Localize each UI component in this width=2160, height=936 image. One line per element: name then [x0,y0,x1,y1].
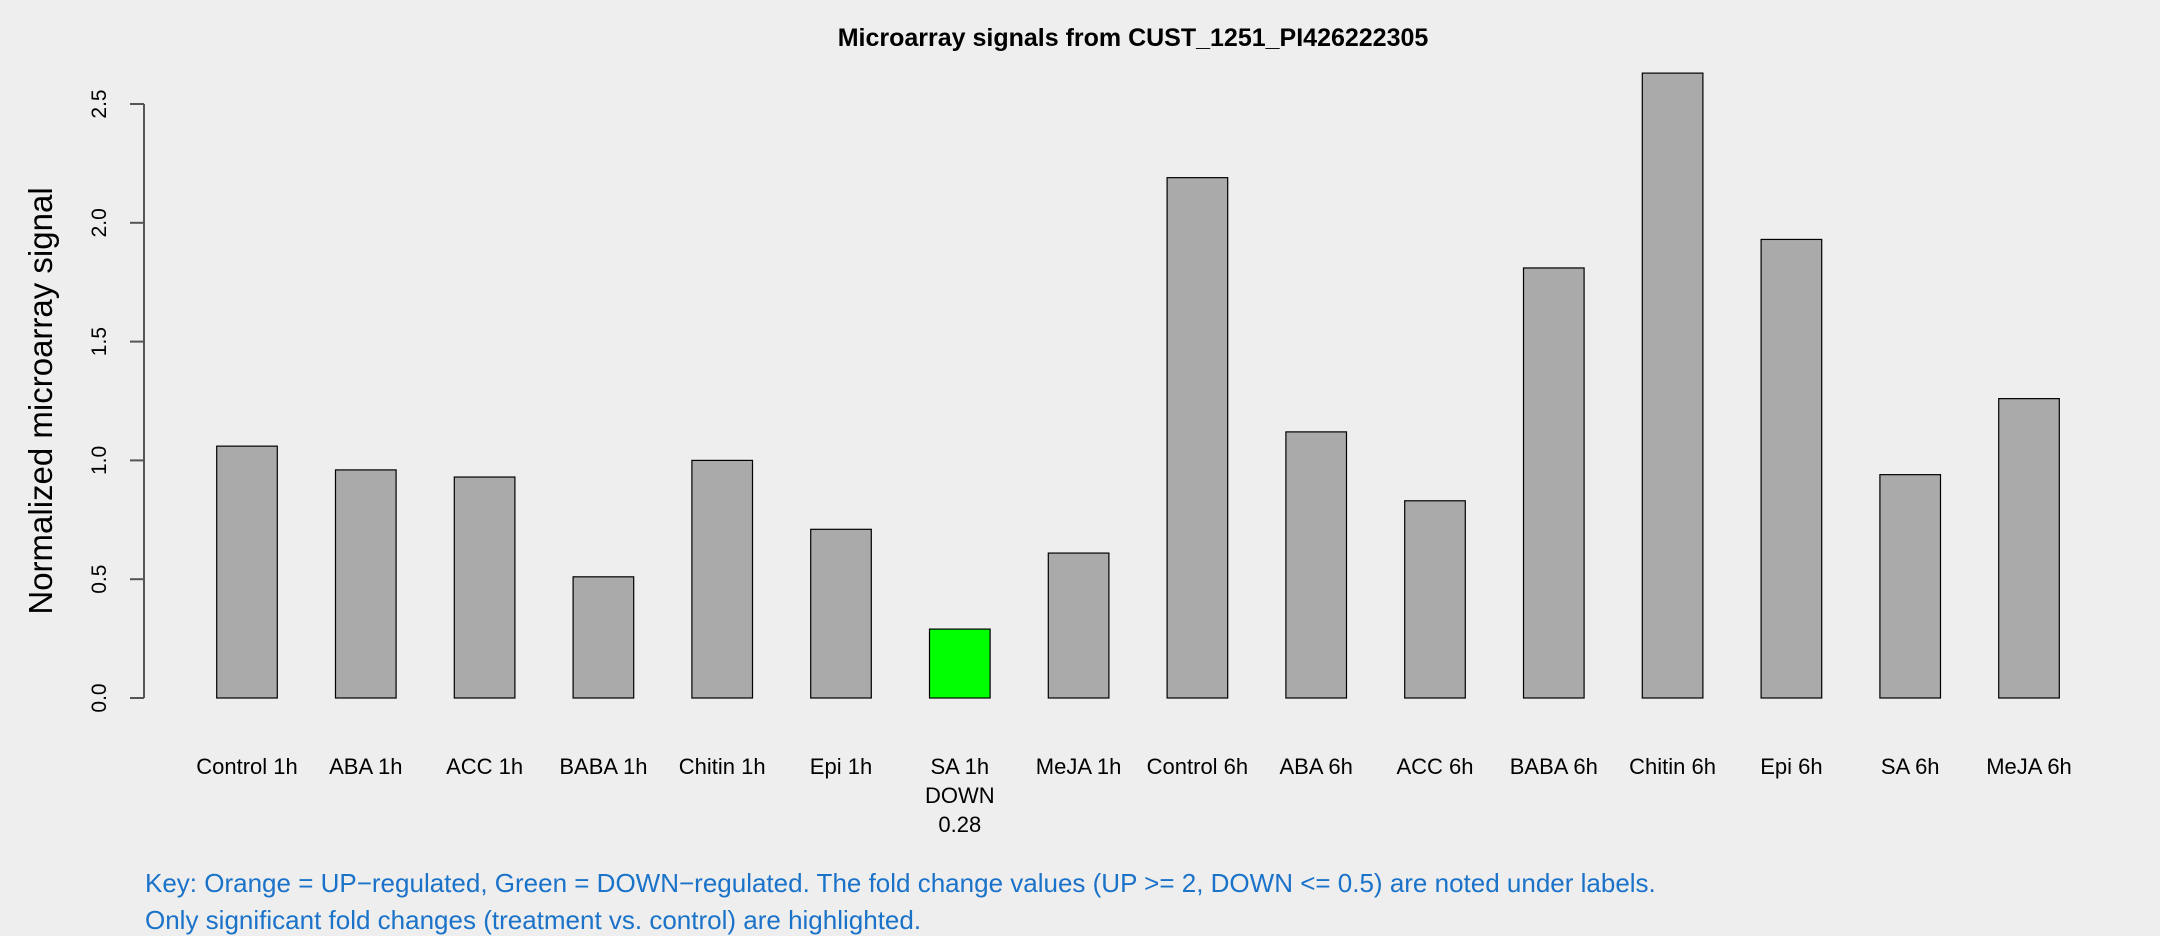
x-tick-label: Chitin 6h [1629,754,1716,779]
x-tick-label: ACC 1h [446,754,523,779]
y-tick-label: 2.0 [88,208,111,237]
x-tick-label: MeJA 1h [1036,754,1122,779]
y-tick-label: 1.0 [88,446,111,475]
x-tick-label: Control 6h [1147,754,1249,779]
chart-title: Microarray signals from CUST_1251_PI4262… [838,24,1429,52]
bar-chitin-6h [1641,72,1704,699]
bar-epi-6h [1760,238,1823,699]
bar-meja-6h [1998,398,2060,699]
regulation-label: DOWN [925,783,995,808]
bar-acc-6h [1404,500,1466,699]
bar-epi-1h [810,528,872,699]
y-tick-label: 2.5 [88,89,111,118]
x-tick-label: Epi 6h [1760,754,1822,779]
y-tick-label: 0.0 [88,683,111,712]
bar-sa-6h [1879,474,1942,699]
x-tick-label: Control 1h [196,754,298,779]
bar-control-1h [216,445,278,699]
y-tick-label: 0.5 [88,565,111,594]
x-tick-label: Chitin 1h [679,754,766,779]
x-tick-label: MeJA 6h [1986,754,2072,779]
x-tick-label: SA 1h [930,754,989,779]
x-tick-label: ACC 6h [1396,754,1473,779]
bar-aba-1h [334,469,397,699]
x-tick-label: Epi 1h [810,754,872,779]
bar-sa-1h [928,628,991,699]
fold-change-label: 0.28 [938,812,981,837]
bar-baba-1h [572,576,635,699]
bar-acc-1h [453,476,516,699]
bar-chitin-1h [691,459,754,699]
x-tick-label: ABA 1h [329,754,402,779]
key-line-2: Only significant fold changes (treatment… [145,905,921,935]
bar-aba-6h [1285,431,1348,699]
x-tick-label: BABA 1h [559,754,647,779]
bar-meja-1h [1047,552,1110,699]
y-tick-label: 1.5 [88,327,111,356]
bar-baba-6h [1522,267,1585,699]
x-tick-label: BABA 6h [1510,754,1598,779]
x-tick-label: ABA 6h [1280,754,1353,779]
key-line-1: Key: Orange = UP−regulated, Green = DOWN… [145,868,1656,898]
bar-control-6h [1166,177,1229,699]
y-axis-label: Normalized microarray signal [22,187,59,614]
x-tick-label: SA 6h [1881,754,1940,779]
